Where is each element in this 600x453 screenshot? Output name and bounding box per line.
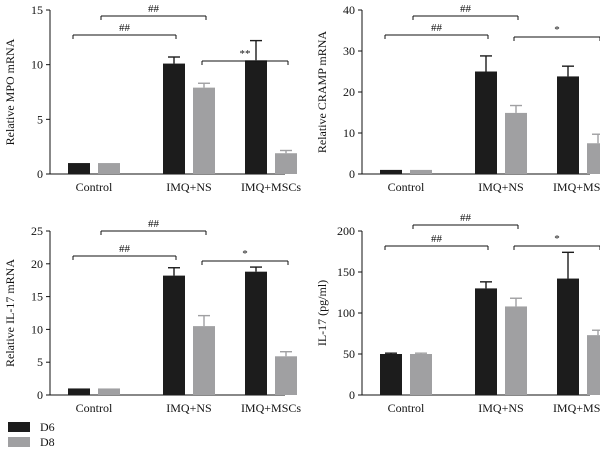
- significance-label: ##: [119, 22, 131, 34]
- y-tick-label: 0: [349, 167, 355, 181]
- bar-d8-imq-mscs: [587, 335, 600, 395]
- significance-label: ##: [119, 243, 131, 255]
- y-tick-label: 50: [343, 347, 355, 361]
- y-tick-label: 30: [343, 44, 355, 58]
- bar-d6-imq-ns: [475, 71, 497, 174]
- bar-d8-control: [410, 169, 432, 174]
- y-tick-label: 15: [31, 290, 43, 304]
- significance-label: ##: [460, 212, 472, 224]
- y-tick-label: 25: [31, 224, 43, 238]
- significance-label: *: [242, 248, 248, 260]
- x-tick-label: IMQ+MSCs: [553, 180, 600, 194]
- x-tick-label: IMQ+NS: [478, 180, 523, 194]
- legend-label-d8: D8: [40, 435, 55, 449]
- bar-d8-imq-mscs: [275, 356, 297, 395]
- y-tick-label: 0: [349, 388, 355, 402]
- bar-d6-imq-mscs: [557, 278, 579, 395]
- bar-d8-imq-ns: [505, 306, 527, 395]
- significance-label: ##: [148, 3, 160, 15]
- bar-d8-imq-ns: [193, 326, 215, 395]
- significance-label: **: [240, 48, 251, 60]
- legend-swatch-d6: [8, 422, 30, 432]
- legend-label-d6: D6: [40, 420, 55, 434]
- bar-d6-imq-mscs: [245, 60, 267, 174]
- bar-d6-control: [380, 354, 402, 395]
- x-tick-label: Control: [388, 401, 425, 415]
- x-tick-label: IMQ+NS: [166, 401, 211, 415]
- x-tick-label: IMQ+MSCs: [241, 401, 301, 415]
- significance-label: *: [554, 24, 560, 36]
- x-tick-label: Control: [388, 180, 425, 194]
- x-tick-label: Control: [76, 401, 113, 415]
- chart-panel-2: 0 10 20 30 40 Relative CRAMP mRNA Control IMQ+N…: [315, 3, 600, 194]
- y-axis-label: Relative MPO mRNA: [3, 38, 17, 145]
- y-tick-label: 200: [337, 224, 355, 238]
- x-tick-label: Control: [76, 180, 113, 194]
- significance-label: ##: [148, 218, 160, 230]
- bar-d6-imq-ns: [475, 288, 497, 395]
- chart-panel-1: 0 5 10 15 Relative MPO mRNA Control IMQ+NS IMQ+…: [3, 3, 301, 194]
- x-tick-label: IMQ+MSCs: [241, 180, 301, 194]
- chart-panel-4: 0 50 100 150 200 IL-17 (pg/ml) Control IMQ+NS IM…: [315, 212, 600, 415]
- bar-d6-control: [380, 169, 402, 174]
- y-tick-label: 150: [337, 265, 355, 279]
- y-axis-label: IL-17 (pg/ml): [315, 280, 329, 346]
- bar-d8-imq-mscs: [587, 143, 600, 174]
- bar-d6-imq-mscs: [557, 76, 579, 174]
- bar-d8-control: [98, 163, 120, 174]
- legend-swatch-d8: [8, 437, 30, 447]
- bar-d8-control: [98, 388, 120, 395]
- bar-d8-imq-mscs: [275, 153, 297, 174]
- x-tick-label: IMQ+NS: [478, 401, 523, 415]
- bar-d8-imq-ns: [505, 112, 527, 174]
- significance-label: *: [554, 233, 560, 245]
- y-tick-label: 0: [37, 167, 43, 181]
- y-tick-label: 10: [31, 322, 43, 336]
- y-tick-label: 10: [31, 58, 43, 72]
- y-tick-label: 5: [37, 355, 43, 369]
- y-axis-label: Relative IL-17 mRNA: [3, 259, 17, 367]
- y-tick-label: 15: [31, 3, 43, 17]
- bar-d6-imq-mscs: [245, 271, 267, 395]
- y-tick-label: 5: [37, 112, 43, 126]
- significance-label: ##: [460, 3, 472, 15]
- bar-d8-imq-ns: [193, 87, 215, 174]
- significance-label: ##: [431, 233, 443, 245]
- significance-label: ##: [431, 22, 443, 34]
- y-tick-label: 40: [343, 3, 355, 17]
- y-tick-label: 0: [37, 388, 43, 402]
- bar-d6-imq-ns: [163, 63, 185, 174]
- bar-d6-control: [68, 163, 90, 174]
- y-tick-label: 100: [337, 306, 355, 320]
- bar-d8-control: [410, 354, 432, 395]
- chart-panel-3: 0 5 10 15 20 25 Relative IL-17 mRNA Control IMQ+…: [3, 218, 301, 415]
- legend: D6 D8: [8, 420, 55, 449]
- x-tick-label: IMQ+MSCs: [553, 401, 600, 415]
- bar-d6-control: [68, 388, 90, 395]
- y-tick-label: 10: [343, 126, 355, 140]
- x-tick-label: IMQ+NS: [166, 180, 211, 194]
- bar-d6-imq-ns: [163, 275, 185, 395]
- y-tick-label: 20: [343, 85, 355, 99]
- y-tick-label: 20: [31, 257, 43, 271]
- y-axis-label: Relative CRAMP mRNA: [315, 31, 329, 154]
